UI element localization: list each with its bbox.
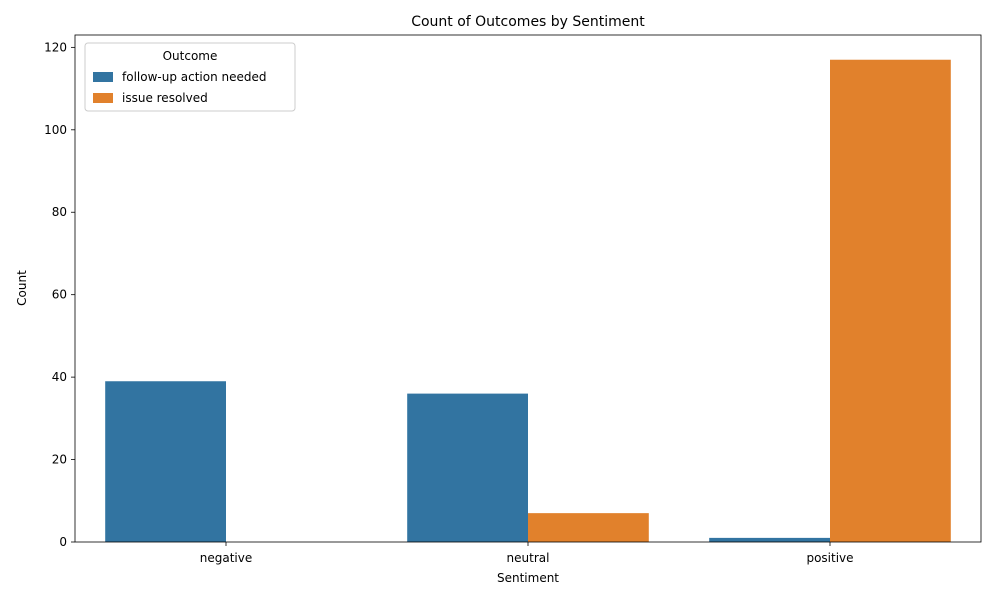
bars-group (105, 59, 951, 542)
legend-swatch-0 (93, 72, 113, 82)
bar-0-0 (105, 381, 226, 542)
x-tick-label-2: positive (806, 551, 853, 565)
x-tick-label-1: neutral (507, 551, 550, 565)
legend: Outcome follow-up action needed issue res… (84, 42, 296, 112)
legend-box (84, 42, 296, 112)
y-tick-label-0: 0 (59, 535, 67, 549)
y-axis: 0 20 40 60 80 100 120 (44, 40, 75, 549)
bar-0-2 (709, 537, 830, 542)
y-tick-label-4: 80 (52, 205, 67, 219)
x-axis-label: Sentiment (497, 571, 559, 585)
y-tick-label-2: 40 (52, 370, 67, 384)
plot-frame (74, 34, 982, 543)
bar-1-2 (830, 59, 951, 542)
y-tick-label-6: 120 (44, 40, 67, 54)
y-axis-label: Count (15, 270, 29, 306)
y-tick-label-5: 100 (44, 123, 67, 137)
y-tick-label-1: 20 (52, 453, 67, 467)
x-tick-label-0: negative (200, 551, 252, 565)
chart-title: Count of Outcomes by Sentiment (411, 14, 645, 30)
x-axis: negative neutral positive (200, 542, 854, 565)
y-tick-label-3: 60 (52, 288, 67, 302)
legend-title: Outcome (163, 49, 218, 63)
bar-0-1 (407, 393, 528, 542)
legend-label-0: follow-up action needed (122, 70, 267, 84)
bar-1-1 (528, 513, 649, 542)
legend-label-1: issue resolved (122, 91, 208, 105)
legend-swatch-1 (93, 93, 113, 103)
